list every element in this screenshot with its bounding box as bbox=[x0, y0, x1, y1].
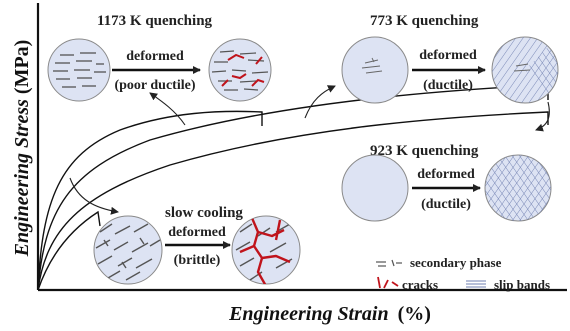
curves bbox=[37, 84, 549, 291]
pointer-slow bbox=[69, 177, 119, 215]
x-axis-title: Engineering Strain (%) bbox=[228, 303, 431, 325]
axes bbox=[36, 3, 567, 292]
panel-slow-cooling: slow cooling deformed (brittle) bbox=[93, 205, 301, 285]
y-axis-title: Engineering Stress (MPa) bbox=[11, 40, 33, 258]
curve-773k-quench bbox=[37, 84, 549, 291]
arrow-1173k-bottom: (poor ductile) bbox=[114, 78, 195, 93]
pointer-arrows bbox=[69, 85, 550, 215]
title-923k: 923 K quenching bbox=[370, 143, 479, 159]
y-axis-unit: (MPa) bbox=[11, 40, 33, 94]
secondary-phase-slow-initial bbox=[95, 223, 161, 281]
arrow-slow-top: deformed bbox=[168, 225, 226, 240]
title-1173k: 1173 K quenching bbox=[97, 13, 213, 29]
slip-bands-773k-b bbox=[525, 37, 558, 103]
legend-slip-bands-icon bbox=[466, 280, 486, 288]
arrow-slow-bottom: (brittle) bbox=[174, 253, 221, 268]
slip-bands-923k-b bbox=[485, 155, 551, 221]
legend-slip-bands-label: slip bands bbox=[494, 277, 550, 292]
arrow-773k-bottom: (ductile) bbox=[423, 78, 473, 93]
panel-923k: 923 K quenching deformed (ductile) bbox=[341, 143, 552, 222]
curve-1173k-quench bbox=[37, 110, 263, 291]
arrow-923k-top: deformed bbox=[417, 167, 475, 182]
x-axis-title-text: Engineering Strain bbox=[228, 303, 389, 325]
cracks-1173k bbox=[221, 53, 265, 87]
legend-cracks-icon bbox=[377, 276, 399, 289]
disc-slow-initial bbox=[93, 215, 163, 285]
legend: secondary phase cracks slip bands bbox=[376, 255, 550, 292]
curve-slow-cooling bbox=[37, 210, 101, 291]
x-axis-unit: (%) bbox=[398, 303, 431, 325]
secondary-phase-773k-initial bbox=[361, 57, 383, 74]
pointer-1173k bbox=[149, 92, 186, 126]
curve-923k-quench bbox=[37, 111, 549, 291]
panel-773k: 773 K quenching deformed (ductile) bbox=[341, 13, 559, 104]
cracks-slow bbox=[239, 217, 291, 284]
pointer-923k bbox=[535, 101, 550, 132]
secondary-phase-773k-deformed bbox=[513, 63, 531, 72]
secondary-phase-1173k-initial bbox=[53, 52, 106, 88]
pointer-773k bbox=[304, 85, 336, 119]
legend-secondary-phase-icon bbox=[376, 259, 402, 267]
panel-1173k: 1173 K quenching deformed (poor ductile) bbox=[47, 13, 272, 102]
y-axis-title-text: Engineering Stress bbox=[11, 99, 33, 257]
arrow-923k-bottom: (ductile) bbox=[421, 197, 471, 212]
disc-923k-initial bbox=[341, 154, 409, 222]
title-slow: slow cooling bbox=[165, 205, 243, 221]
arrow-773k-top: deformed bbox=[419, 48, 477, 63]
secondary-phase-1173k-deformed bbox=[211, 50, 269, 91]
title-773k: 773 K quenching bbox=[370, 13, 479, 29]
arrow-1173k-top: deformed bbox=[126, 49, 184, 64]
legend-cracks-label: cracks bbox=[402, 277, 438, 292]
disc-773k-initial bbox=[341, 36, 409, 104]
legend-secondary-phase-label: secondary phase bbox=[410, 255, 502, 270]
